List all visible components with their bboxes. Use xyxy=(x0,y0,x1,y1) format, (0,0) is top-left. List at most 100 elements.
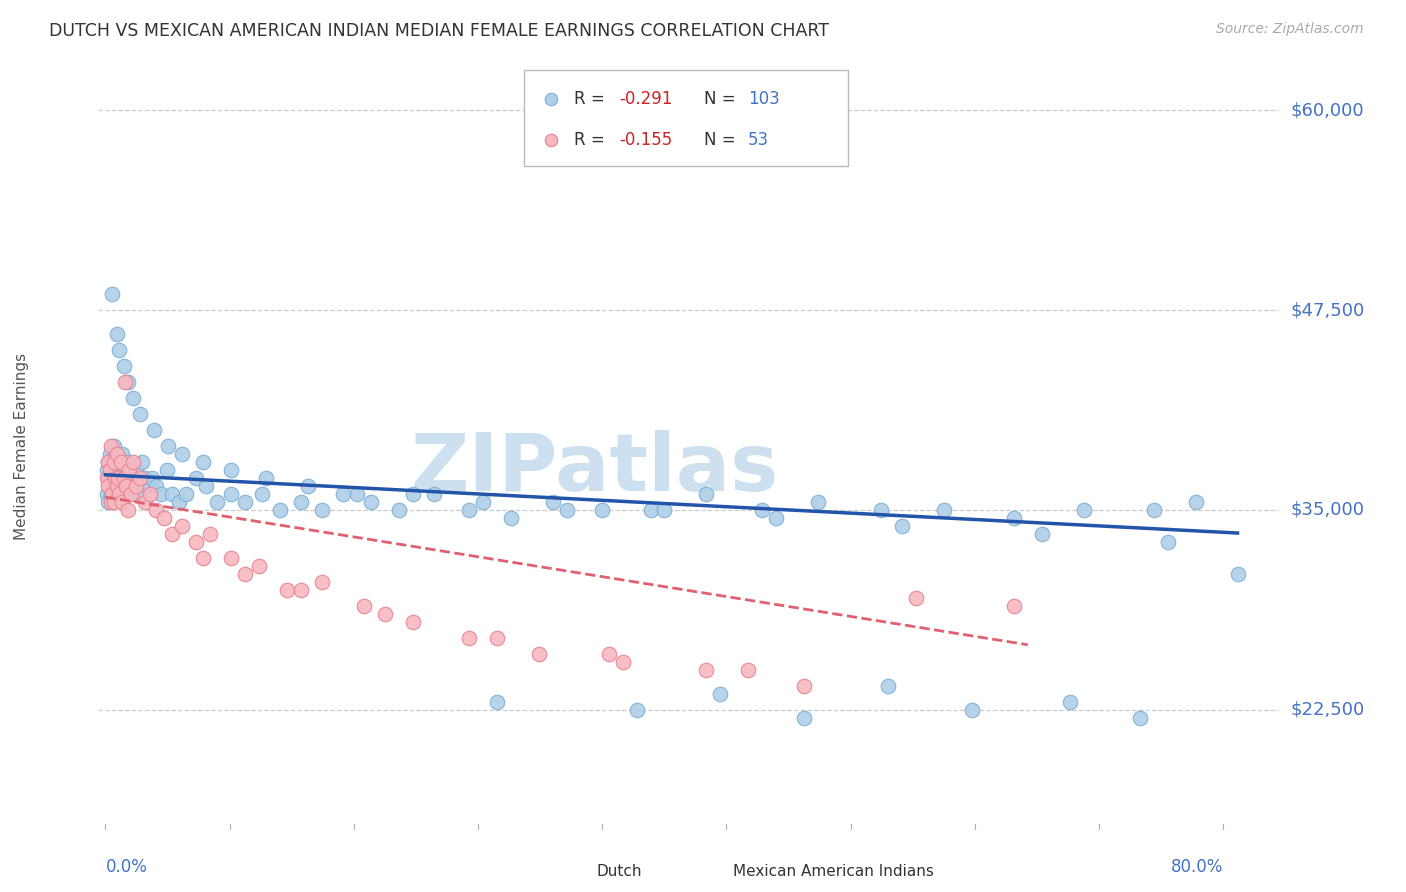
Point xyxy=(98,447,121,461)
Text: Mexican American Indians: Mexican American Indians xyxy=(733,864,934,880)
Point xyxy=(176,487,198,501)
Point xyxy=(107,479,129,493)
Point xyxy=(112,359,135,373)
Point xyxy=(98,463,121,477)
Point xyxy=(103,495,125,509)
Text: ZIPatlas: ZIPatlas xyxy=(411,430,779,508)
Point xyxy=(100,487,122,501)
Point xyxy=(193,550,215,565)
Point xyxy=(905,591,928,605)
Point xyxy=(125,463,148,477)
Point xyxy=(110,455,132,469)
Text: 103: 103 xyxy=(748,90,780,108)
Point xyxy=(103,455,125,469)
Point xyxy=(156,463,179,477)
Point xyxy=(695,487,717,501)
Point xyxy=(105,471,128,485)
Point xyxy=(97,495,120,509)
Point xyxy=(100,439,122,453)
Point xyxy=(388,503,411,517)
Point xyxy=(150,487,173,501)
Point xyxy=(120,487,142,501)
Point xyxy=(1059,695,1081,709)
Point xyxy=(120,487,142,501)
Point xyxy=(104,471,127,485)
Point xyxy=(115,487,138,501)
Point xyxy=(117,455,139,469)
Point xyxy=(122,455,145,469)
Point xyxy=(108,463,131,477)
Point xyxy=(186,534,208,549)
Point xyxy=(250,487,273,501)
Point xyxy=(112,479,135,493)
Point xyxy=(1226,566,1249,581)
Point xyxy=(105,479,128,493)
Point xyxy=(118,463,141,477)
Point xyxy=(134,495,156,509)
Point xyxy=(101,455,124,469)
Point xyxy=(640,503,662,517)
Point xyxy=(765,511,787,525)
Point xyxy=(402,487,425,501)
Point xyxy=(111,447,134,461)
Point xyxy=(108,343,131,358)
Point xyxy=(97,455,120,469)
Point xyxy=(100,471,122,485)
Point xyxy=(114,471,136,485)
Point xyxy=(793,711,815,725)
Point xyxy=(402,615,425,629)
Point xyxy=(276,582,298,597)
Point xyxy=(485,695,508,709)
Point xyxy=(555,503,578,517)
Point xyxy=(128,487,150,501)
Point xyxy=(125,479,148,493)
Point xyxy=(195,479,218,493)
Point xyxy=(117,375,139,389)
Text: -0.291: -0.291 xyxy=(619,90,672,108)
Point xyxy=(290,495,312,509)
Text: -0.155: -0.155 xyxy=(619,131,672,149)
Point xyxy=(110,487,132,501)
Point xyxy=(105,479,128,493)
Text: $22,500: $22,500 xyxy=(1291,701,1365,719)
Point xyxy=(157,439,180,453)
Point xyxy=(107,455,129,469)
Point xyxy=(219,487,242,501)
Point xyxy=(96,463,118,477)
Point xyxy=(114,375,136,389)
Point xyxy=(1073,503,1095,517)
Point xyxy=(101,487,124,501)
Point xyxy=(103,487,125,501)
Point xyxy=(695,663,717,677)
Point xyxy=(877,679,900,693)
Point xyxy=(141,471,163,485)
Point xyxy=(153,511,176,525)
Point xyxy=(1129,711,1152,725)
Point xyxy=(101,463,124,477)
Point xyxy=(751,503,773,517)
Point xyxy=(793,679,815,693)
Point xyxy=(1002,599,1025,613)
Point xyxy=(105,327,128,342)
Point xyxy=(598,647,620,661)
Point xyxy=(311,574,333,589)
Point xyxy=(891,519,914,533)
Text: R =: R = xyxy=(575,90,610,108)
Point xyxy=(112,471,135,485)
Point xyxy=(104,447,127,461)
Bar xyxy=(560,864,592,881)
Point xyxy=(145,479,167,493)
Point xyxy=(108,487,131,501)
Point xyxy=(541,495,564,509)
Point xyxy=(136,479,159,493)
Point xyxy=(107,471,129,485)
Point xyxy=(1156,534,1178,549)
Point xyxy=(105,447,128,461)
Point xyxy=(233,566,256,581)
Point xyxy=(186,471,208,485)
Point xyxy=(117,503,139,517)
Text: $47,500: $47,500 xyxy=(1291,301,1365,319)
Text: Dutch: Dutch xyxy=(596,864,643,880)
Point xyxy=(254,471,277,485)
Point xyxy=(612,655,634,669)
